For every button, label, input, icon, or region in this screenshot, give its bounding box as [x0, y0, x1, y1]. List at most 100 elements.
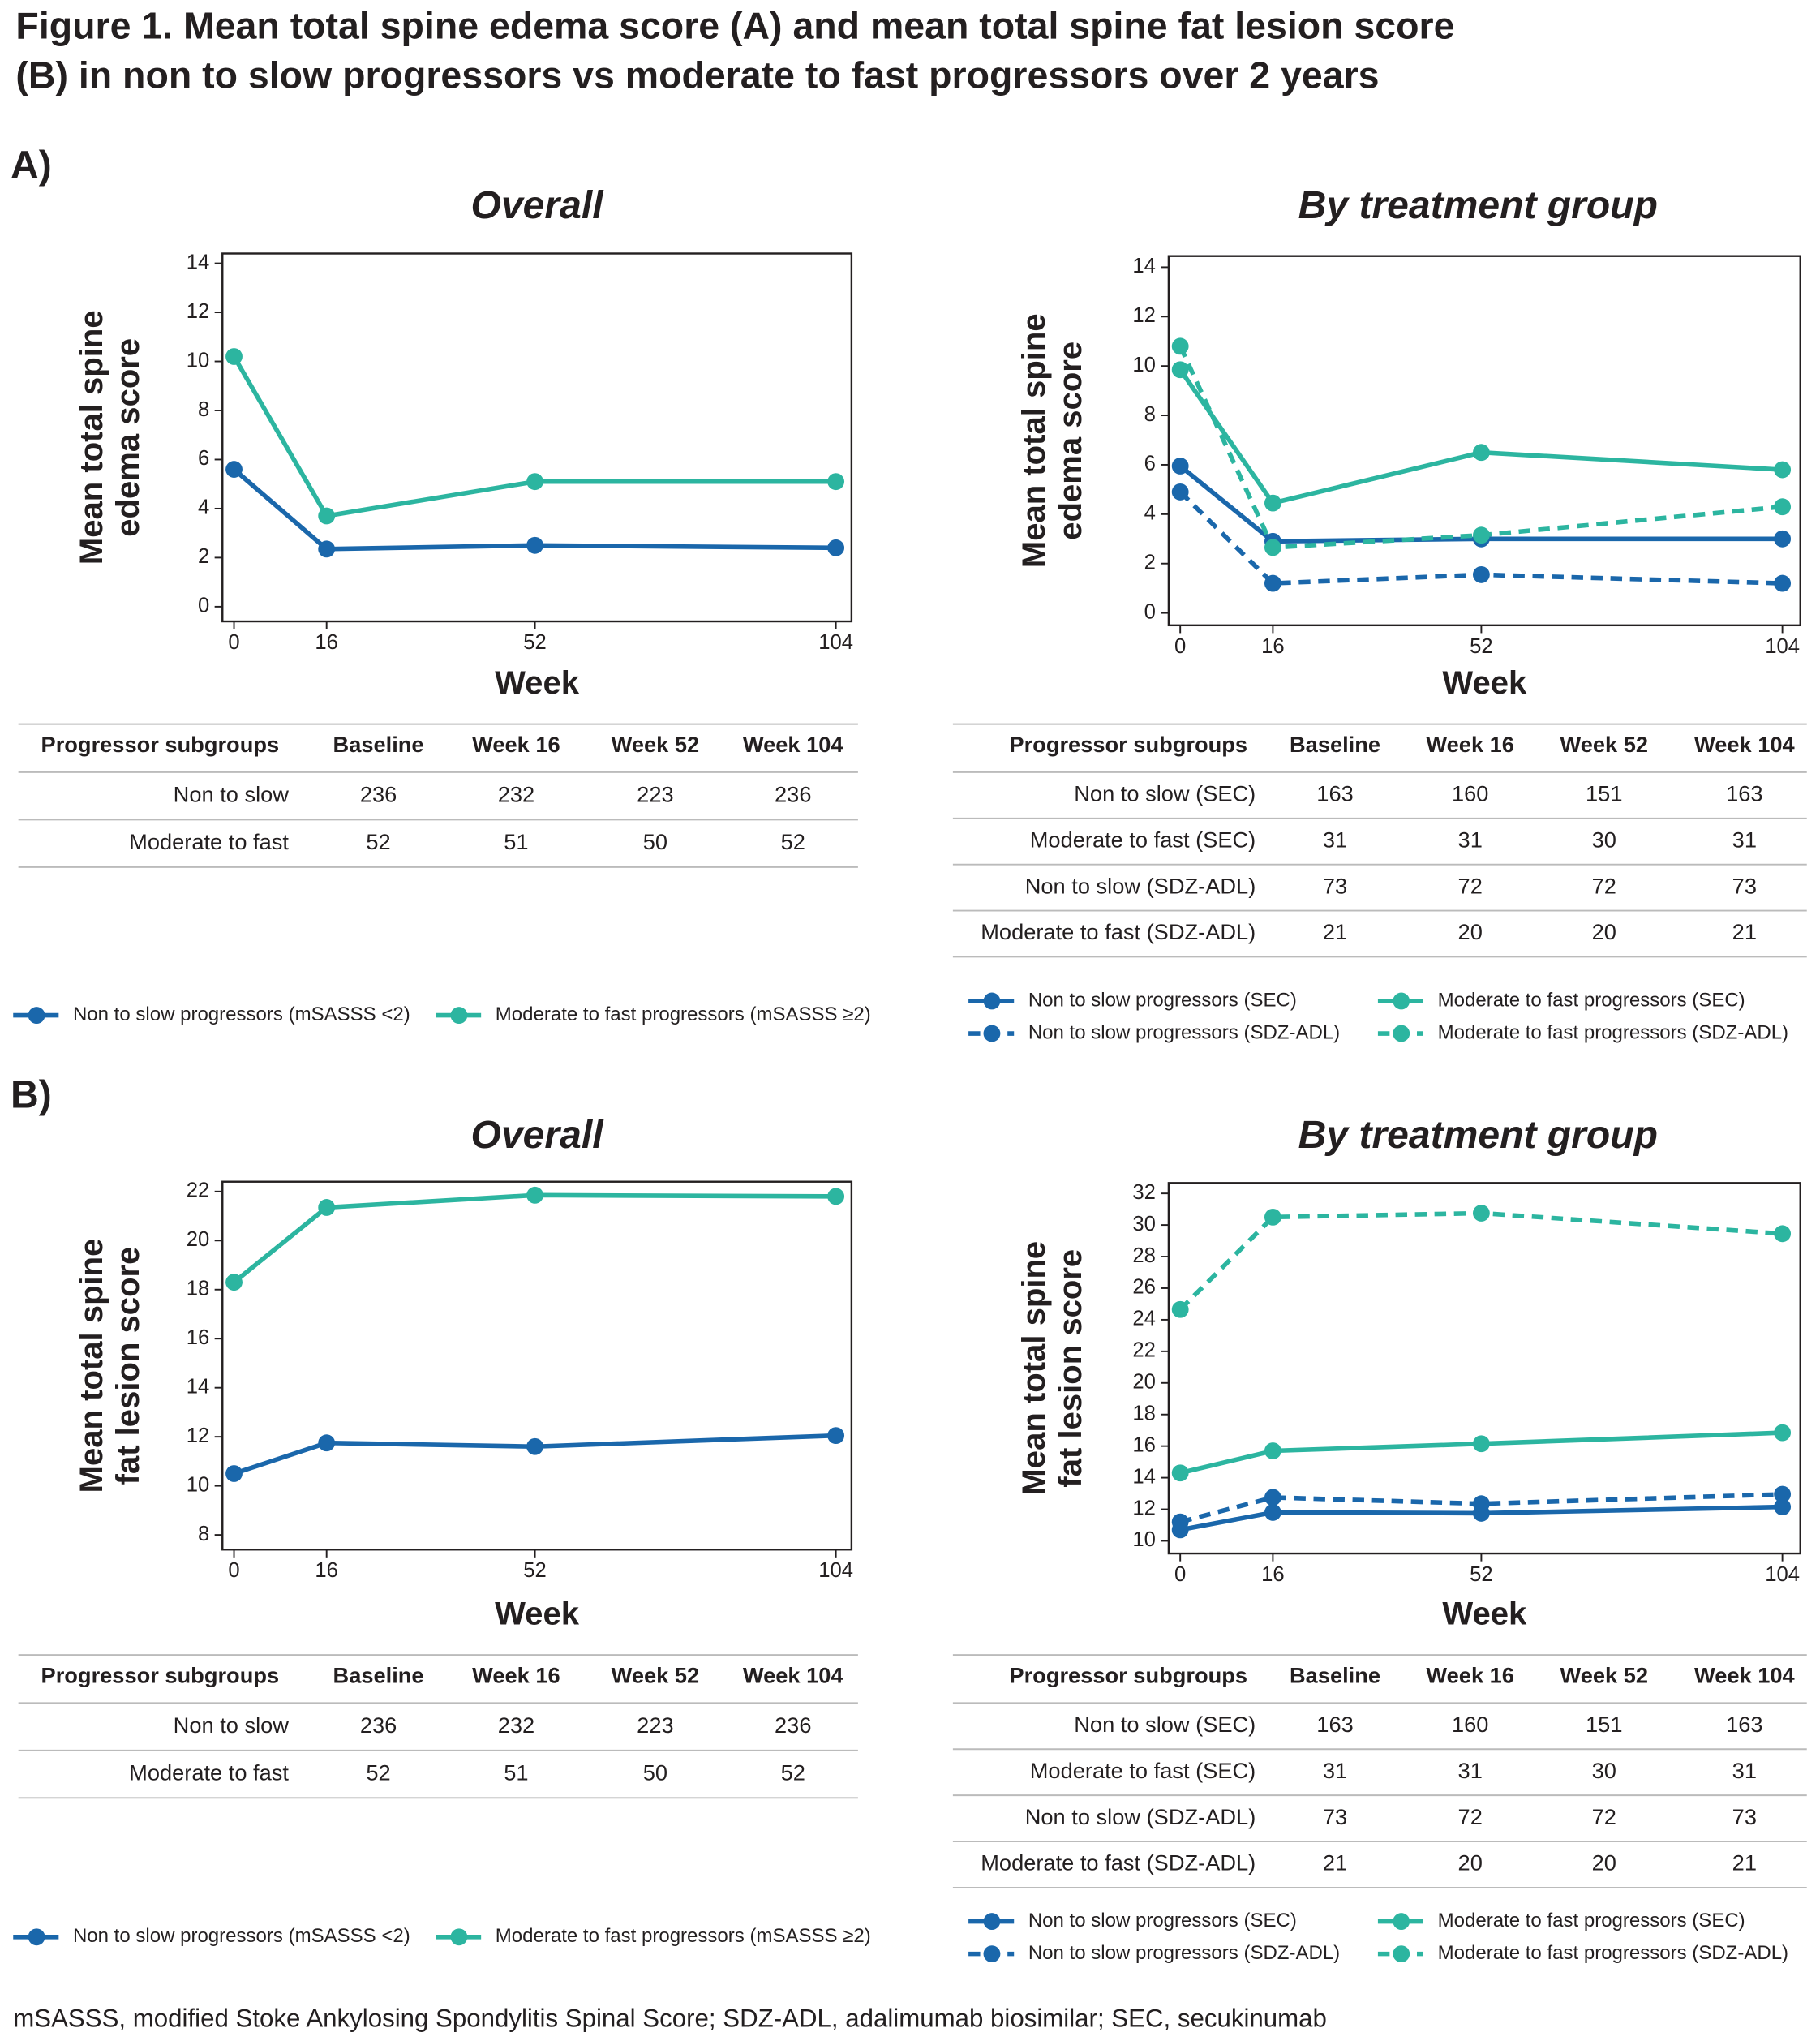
y-tick-label: 14 — [1132, 1465, 1156, 1488]
y-tick-label: 4 — [1144, 502, 1156, 525]
table-cell: 52 — [781, 1760, 805, 1785]
table-cell: 151 — [1586, 781, 1622, 806]
table-cell: 31 — [1732, 827, 1757, 852]
legend-label: Non to slow progressors (SDZ-ADL) — [1028, 1942, 1340, 1964]
data-point — [1264, 1504, 1281, 1521]
y-tick-label: 22 — [1132, 1339, 1156, 1362]
x-tick-label: 52 — [1470, 635, 1493, 658]
x-tick-label: 16 — [315, 1559, 338, 1582]
series-line — [1179, 1492, 1783, 1524]
y-axis-label: Mean total spine — [74, 1239, 109, 1493]
y-tick-label: 0 — [198, 595, 209, 617]
data-point — [827, 539, 845, 556]
table-header: Progressor subgroups — [41, 1662, 280, 1687]
table-cell: 236 — [360, 781, 397, 806]
data-point — [1171, 1513, 1189, 1531]
y-axis-label: fat lesion score — [1053, 1249, 1088, 1488]
y-axis-label: Mean total spine — [74, 310, 109, 565]
table-cell: 163 — [1726, 781, 1762, 806]
data-point — [827, 473, 845, 491]
y-tick-label: 20 — [187, 1228, 210, 1251]
x-tick-label: 0 — [1174, 1563, 1186, 1586]
table-cell: Moderate to fast — [129, 829, 289, 854]
y-tick-label: 10 — [187, 349, 210, 372]
table-cell: 73 — [1732, 1804, 1757, 1829]
table-cell: 72 — [1458, 1804, 1483, 1829]
table-cell: 160 — [1452, 781, 1488, 806]
plot-frame — [1167, 255, 1801, 627]
y-tick-label: 16 — [187, 1326, 210, 1349]
table-cell: Moderate to fast — [129, 1760, 289, 1785]
series-line — [232, 467, 836, 552]
data-point — [526, 473, 543, 491]
table-cell: 30 — [1592, 1758, 1616, 1783]
table-header: Week 16 — [1426, 732, 1514, 757]
chart-title: By treatment group — [1298, 1113, 1658, 1157]
y-tick-label: 10 — [1132, 354, 1156, 376]
table-cell: Non to slow (SDZ-ADL) — [1025, 1804, 1256, 1829]
y-tick-label: 14 — [187, 251, 210, 273]
table-cell: 73 — [1323, 1804, 1347, 1829]
table-cell: Non to slow (SEC) — [1074, 1712, 1256, 1737]
table-cell: 21 — [1732, 919, 1757, 944]
y-tick-label: 32 — [1132, 1181, 1156, 1204]
data-point — [1472, 526, 1490, 544]
y-tick-label: 16 — [1132, 1433, 1156, 1456]
y-tick-label: 30 — [1132, 1213, 1156, 1235]
y-tick-label: 28 — [1132, 1244, 1156, 1267]
y-tick-label: 24 — [1132, 1308, 1156, 1330]
x-tick-label: 52 — [523, 631, 547, 654]
table-cell: 50 — [643, 1760, 667, 1785]
y-tick-label: 26 — [1132, 1276, 1156, 1299]
x-axis-label: Week — [495, 665, 580, 701]
table-cell: 20 — [1592, 919, 1616, 944]
legend-label: Non to slow progressors (mSASSS <2) — [73, 1925, 410, 1947]
plot-frame — [1167, 1182, 1801, 1555]
x-tick-label: 52 — [1470, 1563, 1493, 1586]
series-line — [1178, 464, 1783, 544]
x-tick-label: 104 — [818, 631, 853, 654]
legend-label: Non to slow progressors (mSASSS <2) — [73, 1003, 410, 1025]
data-point — [1472, 1205, 1490, 1222]
table-cell: 232 — [498, 1712, 534, 1738]
legend-marker — [983, 1025, 1001, 1042]
data-point — [1472, 1435, 1490, 1453]
legend-marker — [450, 1007, 468, 1025]
table-cell: Moderate to fast (SDZ-ADL) — [981, 919, 1256, 944]
table-cell: Non to slow — [174, 1712, 290, 1738]
table-cell: 236 — [775, 1712, 811, 1738]
data-point — [1171, 458, 1189, 475]
table-cell: 73 — [1732, 873, 1757, 898]
table-header: Week 52 — [612, 1662, 700, 1687]
y-tick-label: 8 — [198, 398, 209, 421]
y-axis-label: Mean total spine — [1016, 1241, 1052, 1496]
y-tick-label: 10 — [1132, 1528, 1156, 1551]
y-tick-label: 22 — [187, 1179, 210, 1202]
data-point — [1264, 539, 1281, 556]
x-tick-label: 16 — [315, 631, 338, 654]
table-cell: 72 — [1592, 1804, 1616, 1829]
table-cell: 52 — [366, 829, 390, 854]
legend-marker — [983, 1913, 1001, 1930]
chart-title: Overall — [471, 183, 605, 227]
data-point — [1472, 1495, 1490, 1513]
y-tick-label: 6 — [1144, 453, 1156, 475]
data-point — [1171, 483, 1189, 501]
table-cell: Non to slow (SDZ-ADL) — [1025, 873, 1256, 898]
table-header: Progressor subgroups — [41, 732, 280, 757]
table-cell: 31 — [1458, 827, 1483, 852]
table-header: Week 52 — [1560, 1662, 1649, 1687]
table-cell: 52 — [781, 829, 805, 854]
table-header: Week 104 — [743, 732, 843, 757]
data-point — [1264, 1489, 1281, 1506]
data-point — [1171, 337, 1189, 355]
data-point — [1774, 461, 1792, 479]
panel-label: B) — [11, 1072, 52, 1116]
series-line — [1179, 1430, 1783, 1476]
y-tick-label: 14 — [1132, 255, 1156, 277]
table-header: Week 52 — [612, 732, 700, 757]
data-point — [1264, 574, 1281, 592]
data-point — [526, 536, 543, 554]
legend-marker — [1393, 1025, 1410, 1042]
table-header: Baseline — [1290, 732, 1380, 757]
